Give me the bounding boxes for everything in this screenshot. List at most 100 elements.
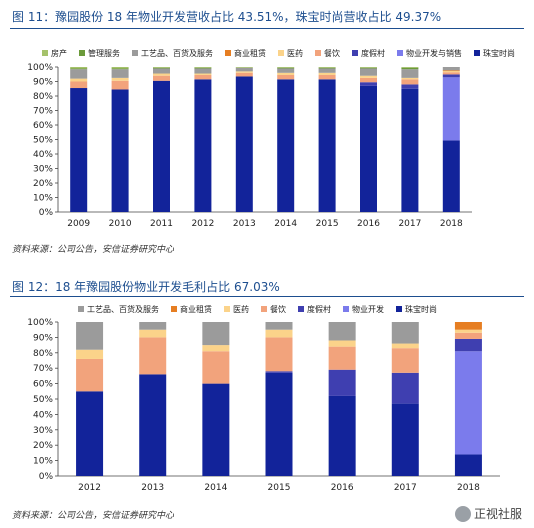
bar-segment bbox=[442, 70, 460, 72]
bar-segment bbox=[442, 140, 460, 212]
legend-label: 度假村 bbox=[361, 48, 385, 58]
legend-label: 珠宝时尚 bbox=[483, 48, 515, 58]
bar-segment bbox=[265, 371, 293, 373]
bar-segment bbox=[76, 349, 104, 359]
bar-segment bbox=[277, 67, 295, 69]
bar-segment bbox=[318, 72, 336, 75]
bar-segment bbox=[277, 72, 295, 75]
chart2: 工艺品、百货及服务 商业租赁 医药 餐饮 度假村 物业开发 珠宝时尚 0% 10% 20% 30% 4… bbox=[27, 304, 500, 493]
bar-segment bbox=[70, 67, 88, 69]
bar-segment bbox=[202, 383, 230, 476]
y-tick-label: 90% bbox=[33, 78, 53, 88]
bar-segment bbox=[454, 332, 482, 339]
y-tick-label: 60% bbox=[33, 121, 53, 131]
bar-segment bbox=[401, 88, 419, 212]
bar-segment bbox=[318, 79, 336, 212]
watermark: 正视社服 bbox=[454, 505, 522, 522]
bar-segment bbox=[391, 343, 419, 349]
legend-swatch bbox=[278, 50, 284, 56]
y-tick-label: 10% bbox=[33, 194, 53, 204]
bar-segment bbox=[328, 395, 356, 476]
bar-segment bbox=[391, 372, 419, 404]
bar-segment bbox=[360, 85, 377, 212]
bar-segment bbox=[111, 68, 129, 70]
bar-segment bbox=[194, 73, 212, 75]
bar-segment bbox=[318, 67, 336, 68]
figure1-title-rule bbox=[10, 28, 524, 29]
bar-segment bbox=[454, 338, 482, 352]
bar-segment bbox=[328, 346, 356, 370]
figure2-source: 资料来源：公司公告，安信证券研究中心 bbox=[12, 511, 175, 521]
legend-swatch bbox=[343, 306, 349, 312]
figure2-title: 图 12：18 年豫园股份物业开发毛利占比 67.03% bbox=[12, 280, 280, 294]
y-tick-label: 90% bbox=[33, 333, 53, 343]
bar-segment bbox=[401, 84, 419, 89]
bar-segment bbox=[153, 67, 170, 69]
bar-segment bbox=[360, 67, 377, 68]
legend-swatch bbox=[315, 50, 321, 56]
bar-segment bbox=[76, 322, 104, 350]
bar-segment bbox=[194, 68, 212, 74]
bar-segment bbox=[442, 67, 460, 71]
watermark-text: 正视社服 bbox=[473, 507, 522, 521]
bar-segment bbox=[235, 71, 253, 73]
bar-segment bbox=[76, 391, 104, 476]
bar-segment bbox=[139, 337, 167, 375]
bar-segment bbox=[111, 80, 129, 90]
y-tick-label: 20% bbox=[33, 441, 53, 451]
bar-segment bbox=[442, 72, 460, 75]
legend-label: 餐饮 bbox=[324, 48, 340, 58]
bar-segment bbox=[360, 67, 377, 69]
x-tick-label: 2016 bbox=[357, 219, 380, 229]
legend-label: 医药 bbox=[287, 48, 303, 58]
x-tick-label: 2013 bbox=[141, 483, 164, 493]
bar-segment bbox=[194, 79, 212, 212]
y-tick-label: 20% bbox=[33, 179, 53, 189]
bar-segment bbox=[70, 81, 88, 89]
wechat-icon bbox=[454, 505, 471, 522]
bar-segment bbox=[139, 329, 167, 338]
x-tick-label: 2016 bbox=[331, 483, 354, 493]
x-tick-label: 2018 bbox=[457, 483, 480, 493]
bar-segment bbox=[202, 351, 230, 384]
x-tick-label: 2009 bbox=[67, 219, 90, 229]
bar-segment bbox=[111, 89, 129, 212]
bar-segment bbox=[153, 75, 170, 81]
chart1: 房产 管理服务 工艺品、百货及服务 商业租赁 医药 餐饮 度假村 物业开发与销售 珠宝时尚 0% 1… bbox=[27, 48, 515, 229]
bar-segment bbox=[235, 76, 253, 212]
legend-swatch bbox=[78, 306, 84, 312]
bar-segment bbox=[391, 348, 419, 373]
bar-segment bbox=[235, 67, 253, 68]
bar-segment bbox=[194, 74, 212, 80]
bar-segment bbox=[318, 67, 336, 69]
legend-label: 商业租赁 bbox=[234, 48, 266, 58]
x-tick-label: 2015 bbox=[268, 483, 291, 493]
legend-swatch bbox=[396, 306, 402, 312]
legend-label: 医药 bbox=[233, 304, 249, 314]
y-tick-label: 40% bbox=[33, 410, 53, 420]
legend-label: 工艺品、百货及服务 bbox=[87, 304, 159, 314]
bar-segment bbox=[202, 345, 230, 352]
x-tick-label: 2018 bbox=[440, 219, 463, 229]
bar-segment bbox=[202, 322, 230, 346]
bar-segment bbox=[70, 69, 88, 79]
y-tick-label: 100% bbox=[27, 63, 53, 73]
bar-segment bbox=[277, 74, 295, 80]
figure2-title-rule bbox=[10, 296, 524, 297]
legend-label: 工艺品、百货及服务 bbox=[141, 48, 213, 58]
legend-label: 管理服务 bbox=[88, 48, 120, 58]
y-tick-label: 40% bbox=[33, 150, 53, 160]
y-tick-label: 80% bbox=[33, 349, 53, 359]
bar-segment bbox=[265, 329, 293, 338]
x-tick-label: 2010 bbox=[109, 219, 132, 229]
bar-segment bbox=[328, 369, 356, 396]
bar-segment bbox=[454, 322, 482, 330]
bar-segment bbox=[111, 67, 129, 69]
y-tick-label: 30% bbox=[33, 165, 53, 175]
bar-segment bbox=[360, 77, 377, 83]
y-tick-label: 80% bbox=[33, 92, 53, 102]
legend-label: 房产 bbox=[51, 48, 67, 58]
x-tick-label: 2015 bbox=[316, 219, 339, 229]
legend-swatch bbox=[132, 50, 138, 56]
x-tick-label: 2012 bbox=[78, 483, 101, 493]
